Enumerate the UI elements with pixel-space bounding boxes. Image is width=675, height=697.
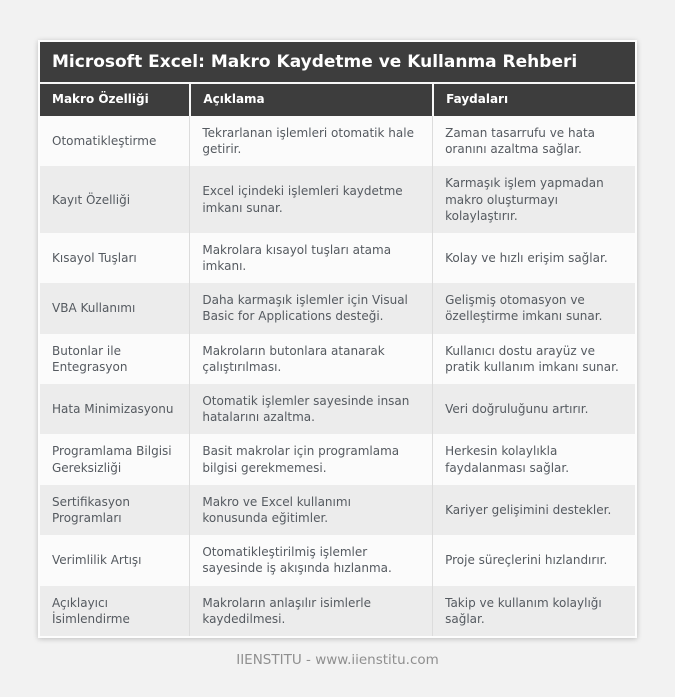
table-row: Programlama Bilgisi Gereksizliği Basit m… [40, 434, 635, 485]
description-cell: Basit makrolar için programlama bilgisi … [189, 434, 433, 485]
feature-cell: Sertifikasyon Programları [40, 484, 190, 536]
description-cell: Makro ve Excel kullanımı konusunda eğiti… [189, 484, 433, 536]
description-cell: Tekrarlanan işlemleri otomatik hale geti… [189, 115, 433, 167]
benefit-cell: Veri doğruluğunu artırır. [432, 384, 635, 435]
table-row: Hata Minimizasyonu Otomatik işlemler say… [40, 384, 635, 435]
table-body: Otomatikleştirme Tekrarlanan işlemleri o… [40, 115, 635, 636]
benefit-cell: Gelişmiş otomasyon ve özelleştirme imkan… [432, 283, 635, 334]
column-header-feature: Makro Özelliği [40, 84, 190, 116]
description-cell: Makroların butonlara atanarak çalıştırıl… [189, 333, 433, 385]
description-cell: Otomatik işlemler sayesinde insan hatala… [189, 384, 433, 435]
benefit-cell: Herkesin kolaylıkla faydalanması sağlar. [432, 434, 635, 485]
benefit-cell: Kolay ve hızlı erişim sağlar. [432, 232, 635, 284]
benefit-cell: Takip ve kullanım kolaylığı sağlar. [432, 585, 635, 636]
benefit-cell: Zaman tasarrufu ve hata oranını azaltma … [432, 115, 635, 167]
table-row: Sertifikasyon Programları Makro ve Excel… [40, 484, 635, 536]
page-title: Microsoft Excel: Makro Kaydetme ve Kulla… [40, 42, 635, 85]
benefit-cell: Kariyer gelişimini destekler. [432, 484, 635, 536]
benefit-cell: Kullanıcı dostu arayüz ve pratik kullanı… [432, 333, 635, 385]
description-cell: Makroların anlaşılır isimlerle kaydedilm… [189, 585, 433, 636]
feature-cell: Hata Minimizasyonu [40, 384, 190, 435]
table-row: Verimlilik Artışı Otomatikleştirilmiş iş… [40, 535, 635, 586]
feature-cell: Programlama Bilgisi Gereksizliği [40, 434, 190, 485]
footer-credit: IIENSTITU - www.iienstitu.com [236, 651, 439, 668]
description-cell: Otomatikleştirilmiş işlemler sayesinde i… [189, 535, 433, 586]
feature-cell: Açıklayıcı İsimlendirme [40, 585, 190, 636]
header-row: Makro Özelliği Açıklama Faydaları [40, 84, 635, 116]
benefit-cell: Proje süreçlerini hızlandırır. [432, 535, 635, 586]
table-row: Otomatikleştirme Tekrarlanan işlemleri o… [40, 115, 635, 167]
feature-cell: Kısayol Tuşları [40, 232, 190, 284]
description-cell: Daha karmaşık işlemler için Visual Basic… [189, 283, 433, 334]
table-header: Makro Özelliği Açıklama Faydaları [40, 84, 635, 116]
feature-cell: Butonlar ile Entegrasyon [40, 333, 190, 385]
column-header-benefits: Faydaları [432, 84, 635, 116]
feature-cell: Otomatikleştirme [40, 115, 190, 167]
table-row: Kayıt Özelliği Excel içindeki işlemleri … [40, 166, 635, 233]
macro-guide-card: Microsoft Excel: Makro Kaydetme ve Kulla… [38, 40, 637, 638]
table-row: Açıklayıcı İsimlendirme Makroların anlaş… [40, 585, 635, 636]
macro-table: Makro Özelliği Açıklama Faydaları Otomat… [40, 84, 635, 636]
table-row: VBA Kullanımı Daha karmaşık işlemler içi… [40, 283, 635, 334]
table-row: Butonlar ile Entegrasyon Makroların buto… [40, 333, 635, 385]
benefit-cell: Karmaşık işlem yapmadan makro oluşturmay… [432, 166, 635, 233]
description-cell: Makrolara kısayol tuşları atama imkanı. [189, 232, 433, 284]
table-row: Kısayol Tuşları Makrolara kısayol tuşlar… [40, 232, 635, 284]
feature-cell: VBA Kullanımı [40, 283, 190, 334]
feature-cell: Kayıt Özelliği [40, 166, 190, 233]
description-cell: Excel içindeki işlemleri kaydetme imkanı… [189, 166, 433, 233]
page: { "card": { "title": "Microsoft Excel: M… [0, 40, 675, 697]
feature-cell: Verimlilik Artışı [40, 535, 190, 586]
column-header-description: Açıklama [189, 84, 433, 116]
